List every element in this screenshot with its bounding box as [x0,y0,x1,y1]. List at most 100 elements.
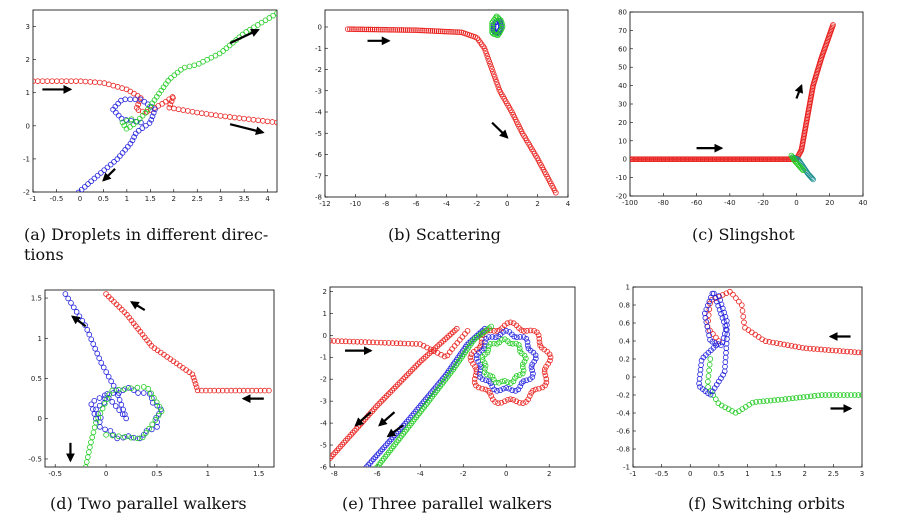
orbit-point-red [494,328,500,334]
direction-arrow [71,315,87,328]
trajectory-point-green [764,398,770,404]
orbit-point-green [499,378,505,385]
trajectory-point-green [158,408,165,415]
trajectory-point-red [68,78,74,84]
trajectory-point-red2 [404,372,410,379]
trajectory-point-green [86,449,92,455]
trajectory-point-red [727,288,733,295]
orbit-point-blue [503,328,510,334]
trajectory-point-red [450,29,456,35]
trajectory-point-red [441,353,448,360]
orbit-point-blue [495,333,502,340]
trajectory-point-blue [724,336,730,342]
x-tick-label: 3 [218,195,222,203]
trajectory-point-red [245,116,252,122]
trajectory-point-red [269,119,276,125]
trajectory-point-red [335,338,341,344]
trajectory-point-red [73,78,79,84]
trajectory-point-red [49,78,55,84]
trajectory-point-blue [138,119,144,126]
trajectory-point-green [155,412,162,419]
trajectory-point-red [489,66,495,72]
trajectory-point-blue [117,153,123,159]
y-tick-label: -3 [315,87,322,95]
trajectory-point-green [808,393,814,400]
trajectory-point-blue [105,394,112,401]
trajectory-point-red [180,107,187,113]
trajectory-point-red [355,26,361,33]
trajectory-point-green [146,425,152,432]
orbit-point-green [496,380,502,386]
x-tick-label: 3.5 [239,195,250,203]
trajectory-point-blue [116,397,123,403]
trajectory-point-blue [490,23,497,30]
trajectory-point-green [374,464,381,467]
x-tick-label: 1.5 [253,470,264,478]
chart-f: -1 -0.5 0 0.5 1 1.5 2 2.5 3 -1 -0.8 -0.6 -0.4 -0.2 0 0.… [616,284,864,479]
trajectory-point-red [198,387,205,394]
trajectory-point-red [396,27,403,33]
trajectory-point-red [227,114,233,120]
trajectory-point-green [148,390,154,397]
trajectory-point-red2 [415,361,421,367]
caption-a-line2: tions [24,245,64,264]
trajectory-point-green [811,393,818,399]
y-tick-label: 0.5 [31,375,42,383]
x-tick-label: 0.5 [98,195,109,203]
trajectory-point-red [490,71,497,77]
trajectory-point-green [115,433,122,440]
trajectory-point-red2 [402,374,408,380]
trajectory-point-blue [98,360,105,366]
trajectory-point-red2 [416,359,423,365]
trajectory-point-green [833,392,840,398]
chart-c: -100 -80 -60 -40 -20 0 20 40-20-100102030405060… [616,9,868,208]
trajectory-point-red [457,337,463,343]
trajectory-point-blue [111,159,117,165]
x-tick-label: 0.5 [713,470,724,478]
x-tick-label: 0 [104,470,108,478]
trajectory-point-red [456,29,463,35]
trajectory-point-red [92,79,98,86]
y-tick-label: 0 [38,415,42,423]
trajectory-point-red [369,26,376,33]
trajectory-point-red [417,341,423,347]
trajectory-point-teal [809,175,815,182]
trajectory-point-blue [723,318,730,324]
trajectory-point-red [408,27,415,33]
orbit-point-green [502,336,508,343]
orbit-point-green [519,364,526,370]
trajectory-point-green [145,386,152,392]
x-tick-label: -60 [691,199,702,207]
trajectory-point-blue [115,392,121,398]
y-tick-label: -2 [315,66,322,74]
trajectory-point-teal [810,176,816,183]
trajectory-point-red [454,29,460,35]
trajectory-point-green [790,155,797,162]
y-tick-label: 0.6 [619,320,631,328]
trajectory-point-blue [115,100,121,107]
orbit-point-green [479,357,486,363]
trajectory-point-blue [698,357,705,364]
trajectory-point-blue [84,327,91,333]
trajectory-point-blue [105,373,112,380]
trajectory-point-blue [139,125,146,131]
trajectory-point-red [374,339,380,346]
panel-d: -0.5 0 0.5 1 1.5 -0.5 0 0.5 1 1.5 (d) Two paralle… [0,275,300,527]
trajectory-point-red [249,387,255,394]
trajectory-point-green [706,367,712,374]
trajectory-point-blue [723,350,729,356]
trajectory-point-green [134,118,140,125]
orbit-point-red [492,399,498,405]
y-tick-label: -2 [23,189,30,197]
trajectory-point-red [419,27,425,34]
trajectory-point-green [134,435,141,442]
trajectory-point-blue [109,399,115,405]
trajectory-point-blue [91,397,98,404]
orbit-point-red [495,400,501,406]
x-tick-label: 2.5 [192,195,203,203]
y-tick-label: -6 [320,464,328,472]
y-tick-label: 50 [618,64,627,72]
orbit-point-green [519,370,526,377]
trajectory-point-blue [71,304,77,311]
trajectory-point-red [390,27,397,33]
